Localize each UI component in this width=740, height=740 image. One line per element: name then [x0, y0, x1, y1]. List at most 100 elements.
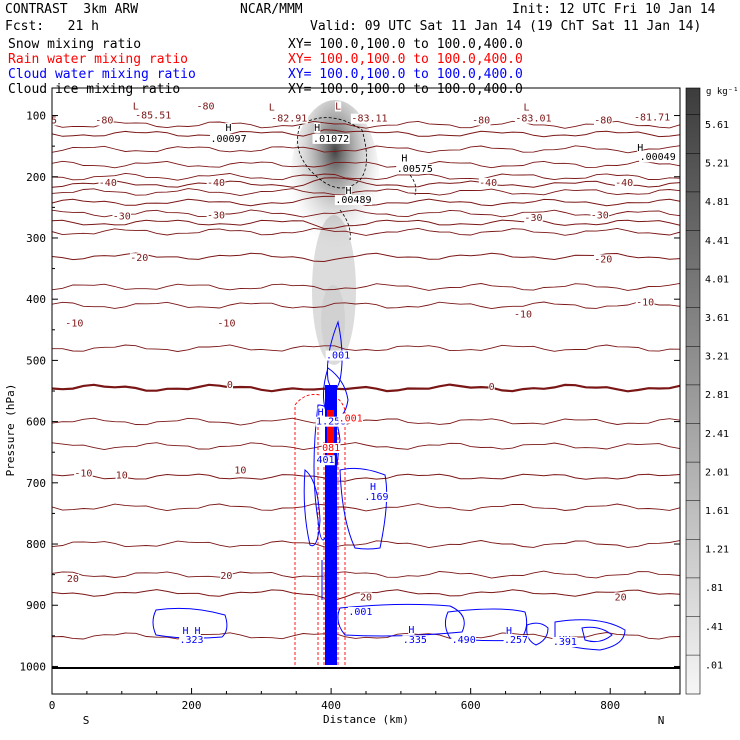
temperature-label-bg — [270, 113, 308, 124]
cloud-water-contours — [152, 320, 626, 665]
cloud-water-label: .391 — [553, 637, 577, 648]
cloud-water-label-bg — [402, 635, 428, 646]
snow-label-bg — [314, 122, 321, 133]
isotherm-line — [52, 172, 680, 181]
temperature-label: 20 — [67, 574, 79, 585]
valid-time: Valid: 09 UTC Sat 11 Jan 14 (19 ChT Sat … — [310, 19, 702, 34]
temperature-label: -10 — [217, 319, 235, 330]
rain-label: .001 — [339, 414, 363, 425]
cloud-water-label: .257 — [504, 635, 528, 646]
y-tick-label: 500 — [26, 354, 46, 367]
cloud-water-label-bg — [179, 635, 204, 646]
temperature-label-bg — [513, 309, 533, 320]
y-axis-label: Pressure (hPa) — [4, 384, 17, 477]
temperature-label: 20 — [615, 592, 627, 603]
y-tick-label: 900 — [26, 599, 46, 612]
isotherm-line — [52, 503, 680, 512]
temperature-label: L — [335, 101, 341, 112]
temperature-label: -10 — [74, 469, 92, 480]
cloud-water-label-bg — [182, 626, 201, 637]
temperature-label-bg — [134, 110, 172, 121]
y-tick-label: 800 — [26, 538, 46, 551]
temperature-label-bg — [234, 465, 247, 476]
temperature-label: -30 — [591, 210, 609, 221]
cloud-water-label-bg — [451, 635, 477, 646]
init-time: Init: 12 UTC Fri 10 Jan 14 — [512, 2, 716, 17]
snow-label: H — [314, 123, 320, 134]
temperature-label-bg — [359, 592, 373, 603]
temperature-label: L — [523, 103, 529, 114]
cloud-water-label-bg — [369, 482, 377, 493]
isotherm-minus40 — [52, 177, 680, 188]
cloud-water-label: .335 — [403, 635, 427, 646]
colorbar-label: .81 — [705, 583, 723, 594]
y-tick-label: 300 — [26, 232, 46, 245]
field-xy-snow: XY= 100.0,100.0 to 100.0,400.0 — [288, 37, 523, 52]
temperature-label-bg — [98, 177, 118, 188]
model-title: CONTRAST 3km ARW — [5, 2, 139, 17]
cloud-water-label-bg — [408, 624, 415, 635]
cloud-water-label: H — [370, 482, 376, 493]
organization-label: NCAR/MMM — [240, 2, 303, 17]
colorbar-label: 3.21 — [705, 352, 729, 363]
temperature-label: -20 — [130, 253, 148, 264]
field-name-rain: Rain water mixing ratio — [8, 52, 189, 67]
isotherm-line — [52, 632, 680, 640]
y-tick-label: 600 — [26, 416, 46, 429]
temperature-label-bg — [471, 115, 491, 126]
temperature-label-bg — [478, 177, 498, 188]
temperature-label-bg — [115, 470, 128, 481]
cloud-water-label-bg — [503, 635, 529, 646]
cloud-water-label: 401 — [316, 455, 334, 466]
snow-mixing-ratio-shading — [290, 100, 380, 365]
colorbar-unit: g kg⁻¹ — [706, 87, 739, 97]
snow-label: H — [346, 186, 352, 197]
snow-label-bg — [637, 143, 644, 154]
temperature-label: -30 — [207, 210, 225, 221]
isotherm-minus20 — [52, 219, 680, 230]
isotherm-minus10 — [52, 252, 680, 263]
temperature-label: 0 — [489, 382, 495, 393]
x-tick-label: 200 — [182, 699, 202, 712]
temperature-label: 0 — [227, 380, 233, 391]
temperature-label-bg — [196, 101, 215, 112]
isotherm-line — [52, 227, 680, 236]
snow-label: .01072 — [313, 134, 349, 145]
temperature-label-bg — [52, 115, 58, 126]
cloud-water-label: .001 — [348, 607, 372, 618]
temperature-label: -40 — [99, 178, 117, 189]
isotherm-line — [52, 540, 680, 549]
temperature-label-bg — [593, 115, 613, 126]
isotherm-line — [52, 209, 680, 218]
cloud-water-label: H — [318, 407, 324, 418]
snow-label: H — [226, 123, 232, 134]
isotherm-minus80 — [52, 129, 680, 138]
colorbar-label: 2.81 — [705, 390, 729, 401]
colorbar-label: .01 — [705, 660, 723, 671]
rain-label-bg — [338, 413, 364, 424]
snow-label-bg — [401, 153, 408, 164]
temperature-label: -83.11 — [351, 114, 387, 125]
cloud-water-label-bg — [552, 637, 578, 648]
temperature-label-bg — [112, 211, 132, 222]
temperature-label: -30 — [113, 212, 131, 223]
cloud-water-label-bg — [325, 350, 351, 361]
cloud-water-label: .323 — [180, 635, 204, 646]
y-tick-label: 1000 — [20, 660, 47, 673]
temperature-label-bg — [593, 254, 613, 265]
snow-label-bg — [312, 133, 350, 144]
temperature-label: -80 — [95, 116, 113, 127]
colorbar-label: 4.01 — [705, 274, 729, 285]
temperature-label: -10 — [636, 297, 654, 308]
temperature-label: -81.71 — [634, 112, 670, 123]
rain-water-contours — [294, 394, 346, 665]
temperature-label: L — [269, 103, 275, 114]
temperature-label-bg — [129, 253, 149, 264]
snow-label-bg — [209, 133, 248, 144]
snow-label-bg — [396, 163, 434, 174]
temperature-label-bg — [614, 177, 634, 188]
temperature-label-bg — [74, 468, 93, 479]
temperature-label-bg — [66, 573, 80, 584]
temperature-label: -80 — [594, 116, 612, 127]
